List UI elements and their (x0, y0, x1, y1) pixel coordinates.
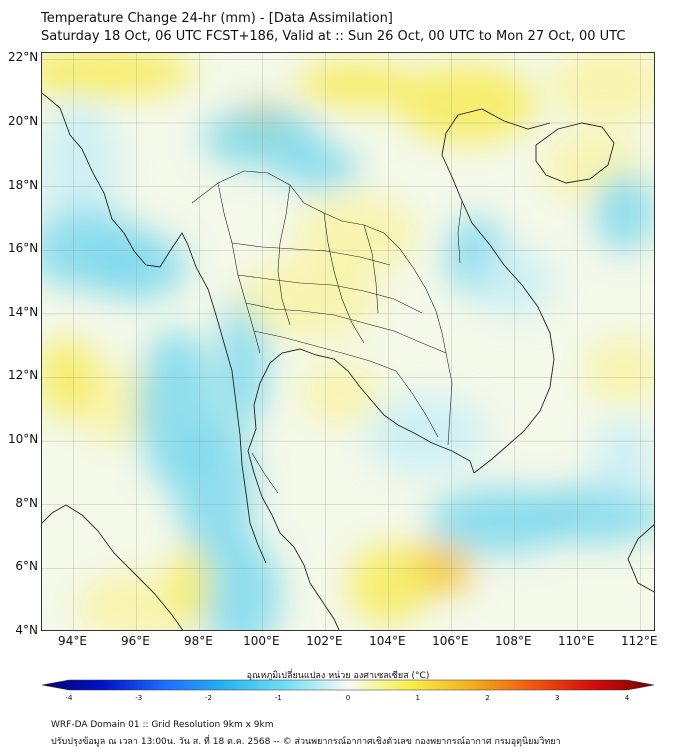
latitude-tick-label: 16°N (8, 241, 39, 256)
colorbar-tick-label: -1 (274, 694, 282, 702)
field-anomaly-region (169, 544, 210, 625)
colorbar-title: อุณหภูมิเปลี่ยนแปลง หน่วย องศาเซลเซียส (… (246, 671, 430, 681)
malay-coastline (309, 582, 340, 630)
vietnam-coastline (441, 108, 555, 474)
colorbar-tick-label: 4 (624, 694, 630, 702)
latitude-tick-label: 22°N (8, 50, 39, 65)
colorbar-tick-label: 1 (415, 694, 420, 702)
field-anomaly-region (296, 60, 417, 109)
colorbar-tick-label: 2 (485, 694, 490, 702)
sumatra-coastline (42, 504, 184, 630)
borneo-coastline (627, 524, 654, 593)
latitude-tick-label: 6°N (15, 559, 38, 574)
latitude-tick-label: 14°N (8, 304, 39, 319)
title-line-2: Saturday 18 Oct, 06 UTC FCST+186, Valid … (41, 29, 626, 44)
temperature-change-map (42, 53, 654, 630)
field-anomaly-region (594, 417, 654, 498)
field-anomaly-region (42, 100, 120, 241)
field-anomaly-region (200, 533, 281, 630)
field-anomaly-region (366, 394, 487, 475)
longitude-tick-label: 102°E (306, 634, 343, 648)
title-line-1: Temperature Change 24-hr (mm) - [Data As… (41, 11, 393, 26)
longitude-tick-label: 94°E (58, 634, 87, 648)
peninsula-east-coastline (247, 382, 311, 584)
latitude-tick-label: 12°N (8, 368, 39, 383)
field-anomaly-region (397, 63, 538, 144)
field-anomaly-region (594, 172, 654, 253)
longitude-tick-label: 96°E (121, 634, 150, 648)
colorbar-gradient (41, 679, 655, 691)
longitude-tick-label: 98°E (183, 634, 213, 648)
field-anomaly-region (42, 53, 195, 99)
latitude-tick-label: 10°N (8, 432, 39, 447)
latitude-tick-label: 8°N (15, 495, 38, 510)
field-anomaly-region (584, 337, 654, 406)
longitude-tick-label: 100°E (243, 634, 280, 648)
latitude-tick-label: 20°N (8, 113, 39, 128)
longitude-tick-label: 110°E (558, 634, 595, 648)
colorbar-tick-label: -2 (205, 694, 212, 702)
field-anomaly-region (548, 53, 654, 125)
gulf-coastline (259, 348, 475, 474)
field-anomaly-region (523, 484, 654, 545)
province-borders (191, 170, 463, 494)
colorbar-tick-label: -4 (65, 694, 73, 702)
hainan-coastline (535, 122, 615, 184)
footer-line-2: ปรับปรุงข้อมูล ณ เวลา 13:00น. วัน ส. ที่… (51, 737, 561, 747)
field-anomaly-region (175, 418, 256, 559)
graticule (42, 53, 654, 630)
map-panel (41, 52, 655, 631)
colorbar-tick-label: -3 (135, 694, 143, 702)
footer-line-1: WRF-DA Domain 01 :: Grid Resolution 9km … (51, 720, 274, 730)
latitude-tick-label: 4°N (15, 623, 38, 637)
chart-title: Temperature Change 24-hr (mm) - [Data As… (41, 10, 625, 46)
coastline (42, 92, 654, 630)
latitude-tick-label: 18°N (8, 177, 39, 192)
colorbar-tick-label: 3 (555, 694, 560, 702)
longitude-tick-label: 106°E (432, 634, 469, 648)
field-anomaly-region (301, 363, 382, 424)
colorbar (41, 679, 655, 691)
longitude-tick-label: 104°E (369, 634, 406, 648)
field-anomaly-region (219, 291, 268, 432)
field-anomaly-region (279, 145, 360, 190)
field-anomaly-region (239, 257, 380, 338)
myanmar-coastline (42, 92, 267, 564)
longitude-tick-label: 112°E (621, 634, 658, 648)
longitude-tick-label: 108°E (495, 634, 532, 648)
colorbar-tick-label: 0 (345, 694, 351, 702)
